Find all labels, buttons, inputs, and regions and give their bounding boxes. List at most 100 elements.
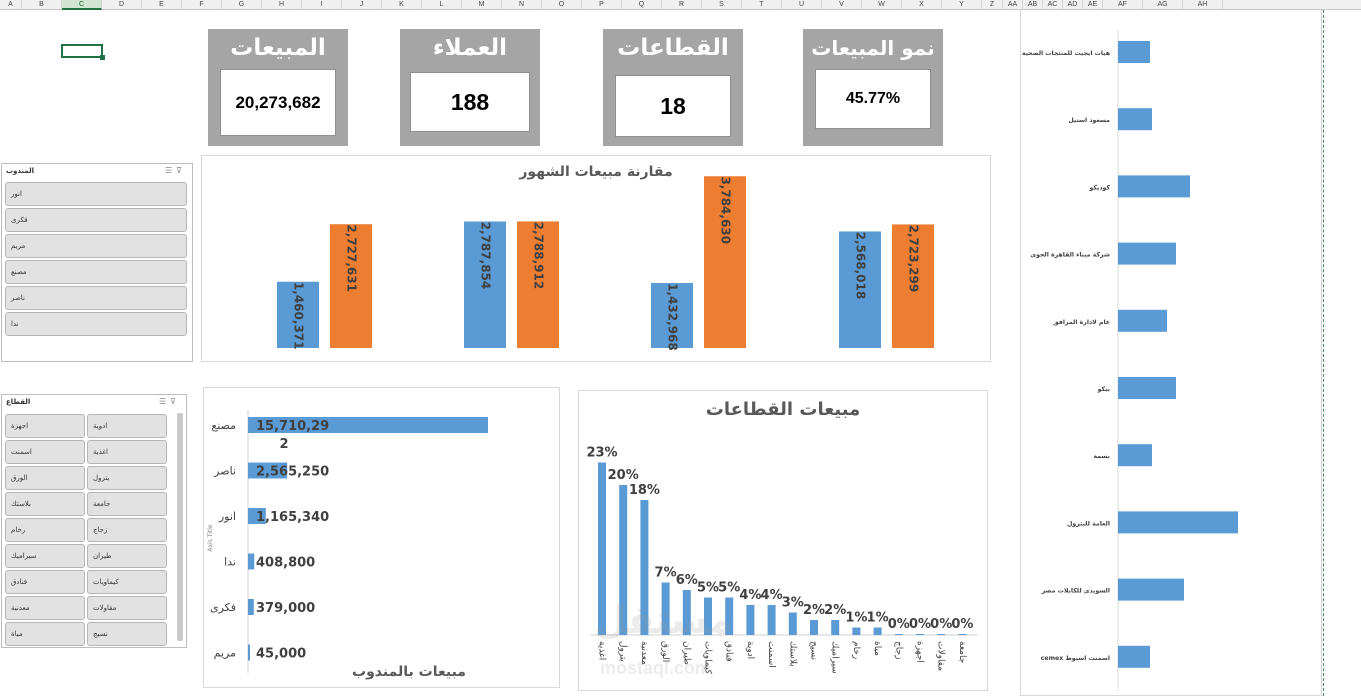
column-header-l[interactable]: L <box>422 0 462 10</box>
customer-bar[interactable] <box>1118 444 1152 467</box>
column-header-f[interactable]: F <box>182 0 222 10</box>
sector-bar[interactable] <box>810 620 818 635</box>
column-header-i[interactable]: I <box>302 0 342 10</box>
rep-bar[interactable] <box>248 553 255 570</box>
slicer-sector-item[interactable]: نسيج <box>87 622 167 646</box>
sector-bar[interactable] <box>958 634 967 635</box>
monthly-bar[interactable] <box>464 221 506 348</box>
slicer-sector-item[interactable]: فنادق <box>5 570 85 594</box>
monthly-bar[interactable] <box>892 224 934 348</box>
slicer-sector-item[interactable]: الورق <box>5 466 85 490</box>
slicer-sector-item[interactable]: طيران <box>87 544 167 568</box>
sector-bar[interactable] <box>725 597 734 636</box>
column-header-e[interactable]: E <box>142 0 182 10</box>
column-header-h[interactable]: H <box>262 0 302 10</box>
column-header-ac[interactable]: AC <box>1043 0 1063 10</box>
column-header-aa[interactable]: AA <box>1003 0 1023 10</box>
slicer-sector-item[interactable]: رخام <box>5 518 85 542</box>
customer-bar[interactable] <box>1118 578 1184 601</box>
sector-bar[interactable] <box>767 605 776 635</box>
monthly-bar[interactable] <box>517 221 559 348</box>
chart-sales-by-rep[interactable]: Axis Title مصنع 15,710,29 2 ناصر 2,565,250 انو… <box>203 387 560 688</box>
column-header-x[interactable]: X <box>902 0 942 10</box>
slicer-rep-item[interactable]: مريم <box>5 234 187 258</box>
slicer-rep-item[interactable]: ناصر <box>5 286 187 310</box>
sector-bar[interactable] <box>852 627 861 636</box>
slicer-representative[interactable]: المندوب ☰⊽ انور فكرى مريم مصنع ناصر ندا <box>1 163 193 362</box>
column-header-q[interactable]: Q <box>622 0 662 10</box>
column-header-ah[interactable]: AH <box>1183 0 1223 10</box>
rep-bar[interactable] <box>248 599 254 615</box>
slicer-sector-item[interactable]: اسمنت <box>5 440 85 464</box>
column-header-o[interactable]: O <box>542 0 582 10</box>
sector-bar[interactable] <box>746 605 755 635</box>
slicer-rep-item[interactable]: ندا <box>5 312 187 336</box>
column-header-ab[interactable]: AB <box>1023 0 1043 10</box>
sector-bar[interactable] <box>661 582 670 636</box>
column-header-c[interactable]: C <box>62 0 102 10</box>
monthly-bar[interactable] <box>839 231 881 348</box>
monthly-bar[interactable] <box>277 281 319 348</box>
slicer-sector-item[interactable]: مقاولات <box>87 596 167 620</box>
slicer-rep-item[interactable]: فكرى <box>5 208 187 232</box>
slicer-sector-item[interactable]: بترول <box>87 466 167 490</box>
rep-bar[interactable] <box>248 644 250 661</box>
slicer-scrollbar[interactable] <box>177 413 183 641</box>
column-header-b[interactable]: B <box>22 0 62 10</box>
customer-bar[interactable] <box>1118 41 1150 63</box>
slicer-sector-item[interactable]: مياة <box>5 622 85 646</box>
column-header-z[interactable]: Z <box>982 0 1003 10</box>
column-header-d[interactable]: D <box>102 0 142 10</box>
sector-bar[interactable] <box>916 634 924 635</box>
sector-bar[interactable] <box>937 634 946 635</box>
customer-bar[interactable] <box>1118 511 1238 534</box>
slicer-sector[interactable]: القطاع ☰⊽ اجهزة ادوية اسمنت اغذية الورق بترول… <box>1 394 187 648</box>
rep-bar[interactable] <box>248 417 488 433</box>
customer-bar[interactable] <box>1118 108 1152 131</box>
customer-bar[interactable] <box>1118 309 1167 332</box>
customer-bar[interactable] <box>1118 242 1176 265</box>
column-header-r[interactable]: R <box>662 0 702 10</box>
sector-bar[interactable] <box>619 485 628 635</box>
active-cell-cursor[interactable] <box>61 44 105 60</box>
column-header-t[interactable]: T <box>742 0 782 10</box>
slicer-sector-item[interactable]: جامعة <box>87 492 167 516</box>
slicer-sector-item[interactable]: معدنية <box>5 596 85 620</box>
slicer-sector-item[interactable]: سيراميك <box>5 544 85 568</box>
monthly-bar[interactable] <box>704 176 746 348</box>
monthly-bar[interactable] <box>330 224 372 348</box>
sector-bar[interactable] <box>831 620 840 635</box>
sector-bar[interactable] <box>704 597 712 636</box>
column-header-g[interactable]: G <box>222 0 262 10</box>
customer-bar[interactable] <box>1118 175 1190 198</box>
chart-monthly-comparison[interactable]: مقارنة مبيعات الشهور 1,460,371 2,787,854 1… <box>201 155 991 362</box>
slicer-rep-item[interactable]: مصنع <box>5 260 187 284</box>
chart-sales-by-customer[interactable]: هيات ايجيت للمنتجات الصحية مسعود استيل كود… <box>1020 10 1322 696</box>
column-header-a[interactable]: A <box>0 0 22 10</box>
slicer-sector-item[interactable]: زجاج <box>87 518 167 542</box>
sector-bar[interactable] <box>788 612 797 636</box>
column-header-u[interactable]: U <box>782 0 822 10</box>
slicer-clear-filter-icon[interactable]: ☰⊽ <box>158 397 180 406</box>
slicer-sector-item[interactable]: كيماويات <box>87 570 167 594</box>
rep-bar[interactable] <box>248 508 266 524</box>
customer-bar[interactable] <box>1118 645 1150 668</box>
column-header-af[interactable]: AF <box>1103 0 1143 10</box>
slicer-sector-item[interactable]: بلاستك <box>5 492 85 516</box>
column-header-v[interactable]: V <box>822 0 862 10</box>
customer-bar[interactable] <box>1118 377 1176 399</box>
monthly-bar[interactable] <box>651 282 693 348</box>
slicer-rep-item[interactable]: انور <box>5 182 187 206</box>
column-header-n[interactable]: N <box>502 0 542 10</box>
chart-sales-by-sector[interactable]: مبيعات القطاعات 23% اغذية 20% بترول 18% معدني… <box>578 390 988 691</box>
sector-bar[interactable] <box>598 462 606 636</box>
column-header-p[interactable]: P <box>582 0 622 10</box>
column-header-ag[interactable]: AG <box>1143 0 1183 10</box>
sector-bar[interactable] <box>873 627 882 636</box>
column-header-m[interactable]: M <box>462 0 502 10</box>
slicer-multiselect-icon[interactable]: ☰⊽ <box>164 166 186 175</box>
sector-bar[interactable] <box>894 634 903 635</box>
sector-bar[interactable] <box>682 590 691 635</box>
slicer-sector-item[interactable]: اجهزة <box>5 414 85 438</box>
slicer-sector-item[interactable]: ادوية <box>87 414 167 438</box>
